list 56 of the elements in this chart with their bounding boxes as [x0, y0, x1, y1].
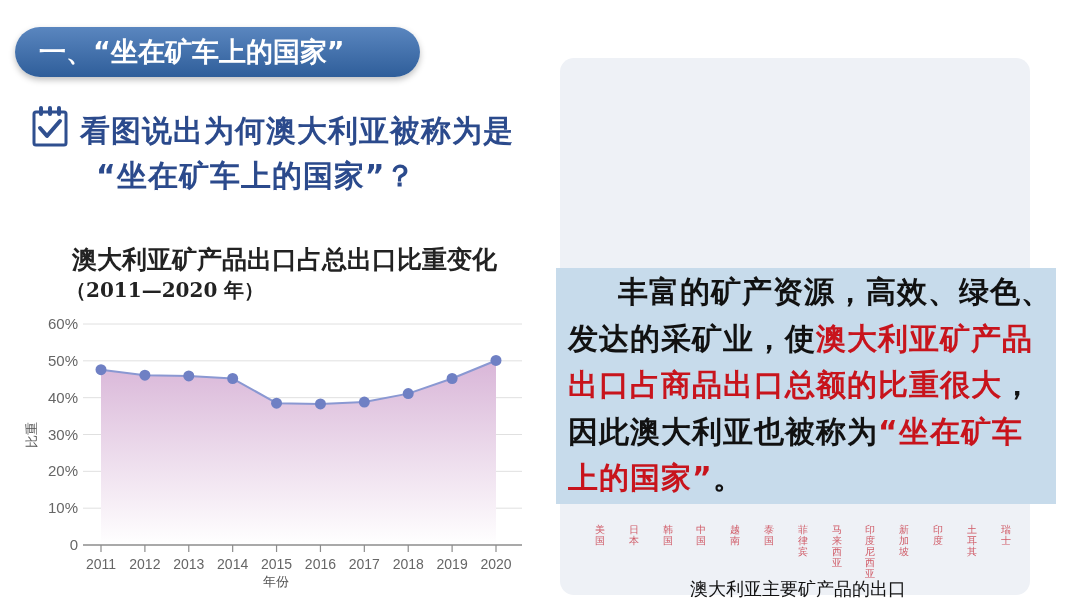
x-tick-label: 2012 [129, 556, 161, 572]
text: “坐在矿车 [878, 412, 1023, 451]
text: 因此澳大利亚也被称为 [568, 412, 878, 451]
text: 韩国 [662, 524, 674, 546]
text: 美国 [595, 524, 606, 546]
text: 菲律宾 [797, 524, 809, 557]
y-tick-label: 10% [47, 499, 78, 517]
chart-title: 澳大利亚矿产品出口占总出口比重变化 [71, 245, 498, 274]
point [358, 396, 370, 408]
x-tick-label: 2018 [392, 556, 424, 572]
point [139, 369, 151, 381]
x-tick-label: 2020 [480, 556, 512, 572]
y-tick-label: 50% [47, 351, 78, 369]
x-tick-label: 2014 [217, 556, 249, 572]
y-tick-label: 0 [69, 536, 78, 553]
text: 一、“坐在矿车上的国家” [15, 27, 420, 77]
x-tick-label: 2015 [260, 556, 293, 572]
point [271, 397, 283, 409]
x-tick-label: 2016 [304, 556, 337, 572]
x-tick-label: 2019 [436, 556, 468, 572]
text: 日本 [628, 524, 640, 546]
text: 印度 [933, 524, 944, 546]
y-tick-label: 20% [47, 462, 78, 480]
text: 看图说出为何澳大利亚被称为是“坐在矿车上的国家”？ [80, 112, 515, 195]
y-tick-label: 60% [47, 315, 78, 332]
y-tick-label: 30% [47, 425, 78, 443]
text: 新加坡 [899, 524, 911, 557]
point [227, 373, 239, 385]
chart-subtitle: （2011—2020 年） [66, 278, 265, 302]
point [402, 388, 414, 400]
text: 马来西亚 [831, 524, 843, 568]
text: 发达的采矿业，使 [568, 319, 816, 358]
y-tick-label: 40% [47, 388, 78, 406]
text: 土耳其 [966, 524, 978, 557]
x-tick-label: 2013 [173, 556, 205, 572]
x-tick-label: 2017 [348, 556, 381, 572]
x-tick-label: 2011 [85, 556, 117, 572]
y-axis-title: 比重 [24, 422, 39, 448]
text: 越南 [730, 524, 742, 546]
text: 泰国 [764, 524, 775, 546]
text: 出口占商品出口总额的比重很大 [568, 366, 1002, 404]
text: 澳大利亚主要矿产品的出口 [690, 578, 906, 601]
text: 瑞士 [1000, 524, 1012, 546]
text: 中国 [696, 524, 708, 546]
point [446, 373, 458, 385]
point [95, 364, 107, 376]
text: 澳大利亚矿产品 [816, 319, 1033, 358]
text: ， [1002, 366, 1033, 404]
point [490, 354, 502, 366]
point [314, 398, 326, 410]
text: 上的国家” [568, 459, 713, 497]
point [183, 370, 195, 382]
text: 印度尼西亚 [865, 524, 877, 579]
x-axis-title: 年份 [263, 574, 289, 589]
text: 。 [712, 459, 744, 497]
text: 丰富的矿产资源，高效、绿色、 [618, 273, 1052, 311]
